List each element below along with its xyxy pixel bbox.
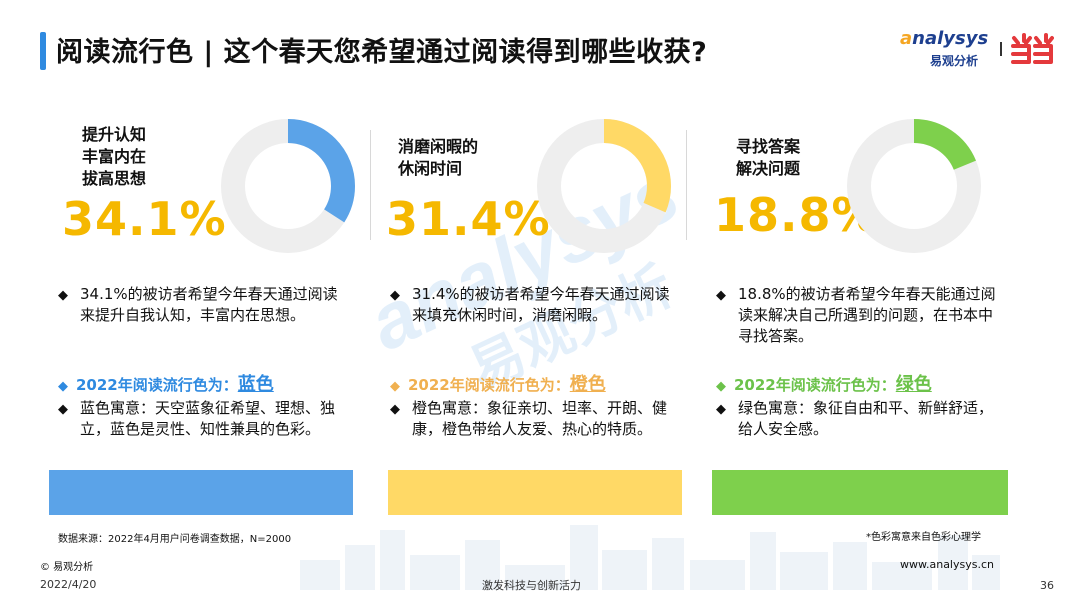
column-divider [370, 130, 371, 240]
description-bullet: ◆ 18.8%的被访者希望今年春天能通过阅读来解决自己所遇到的问题，在书本中寻找… [716, 285, 996, 345]
analysys-logo-icon: analysys 易观分析 [900, 26, 1000, 70]
color-bar [49, 470, 353, 515]
color-heading: ◆ 2022年阅读流行色为：蓝色 [58, 374, 274, 395]
diamond-bullet-icon: ◆ [716, 288, 726, 303]
dangdang-logo-icon [1011, 33, 1054, 64]
page-number: 36 [1040, 579, 1054, 592]
donut-arc [221, 119, 355, 253]
description-bullet: ◆ 34.1%的被访者希望今年春天通过阅读来提升自我认知，丰富内在思想。 [58, 285, 338, 324]
category-label: 提升认知 丰富内在 拔高思想 [82, 125, 147, 188]
color-bar [388, 470, 682, 515]
page-title: 阅读流行色 | 这个春天您希望通过阅读得到哪些收获? [56, 37, 708, 68]
donut-arc [847, 119, 981, 253]
logo-chinese: 易观分析 [930, 54, 979, 68]
diamond-bullet-icon: ◆ [390, 379, 400, 394]
diamond-bullet-icon: ◆ [716, 379, 726, 394]
donut-chart [847, 119, 981, 253]
description-bullet: ◆ 31.4%的被访者希望今年春天通过阅读来填充休闲时间，消磨闲暇。 [390, 285, 670, 324]
title-accent-bar [40, 32, 46, 70]
meaning-bullet: ◆ 橙色寓意：象征亲切、坦率、开朗、健康，橙色带给人友爱、热心的特质。 [390, 399, 668, 438]
color-heading: ◆ 2022年阅读流行色为：橙色 [390, 374, 606, 395]
diamond-bullet-icon: ◆ [58, 402, 68, 417]
donut-arc [537, 119, 671, 253]
meaning-bullet: ◆ 绿色寓意：象征自由和平、新鲜舒适，给人安全感。 [716, 399, 994, 438]
color-bar [712, 470, 1008, 515]
color-name: 蓝色 [237, 374, 274, 395]
meaning-bullet: ◆ 蓝色寓意：天空蓝象征希望、理想、独立，蓝色是灵性、知性兼具的色彩。 [58, 399, 336, 438]
percentage-value: 31.4% [386, 192, 551, 246]
diamond-bullet-icon: ◆ [58, 288, 68, 303]
city-skyline-decoration [300, 525, 1000, 590]
donut-chart [537, 119, 671, 253]
color-heading: ◆ 2022年阅读流行色为：绿色 [716, 374, 932, 395]
diamond-bullet-icon: ◆ [390, 288, 400, 303]
color-name: 橙色 [569, 374, 606, 395]
logo-divider [1000, 42, 1002, 56]
website-link[interactable]: www.analysys.cn [900, 558, 994, 571]
column-divider [686, 130, 687, 240]
color-name: 绿色 [895, 374, 932, 395]
diamond-bullet-icon: ◆ [390, 402, 400, 417]
slogan: 激发科技与创新活力 [482, 579, 581, 592]
donut-chart [221, 119, 355, 253]
report-date: 2022/4/20 [40, 578, 97, 591]
diamond-bullet-icon: ◆ [716, 402, 726, 417]
footnote: *色彩寓意来自色彩心理学 [866, 532, 981, 543]
percentage-value: 34.1% [62, 192, 227, 246]
data-source: 数据来源：2022年4月用户问卷调查数据，N=2000 [58, 534, 292, 545]
logo-english: analysys [900, 28, 989, 49]
category-label: 寻找答案 解决问题 [736, 137, 801, 178]
diamond-bullet-icon: ◆ [58, 379, 68, 394]
copyright: © 易观分析 [40, 562, 94, 573]
category-label: 消磨闲暇的 休闲时间 [398, 137, 479, 178]
